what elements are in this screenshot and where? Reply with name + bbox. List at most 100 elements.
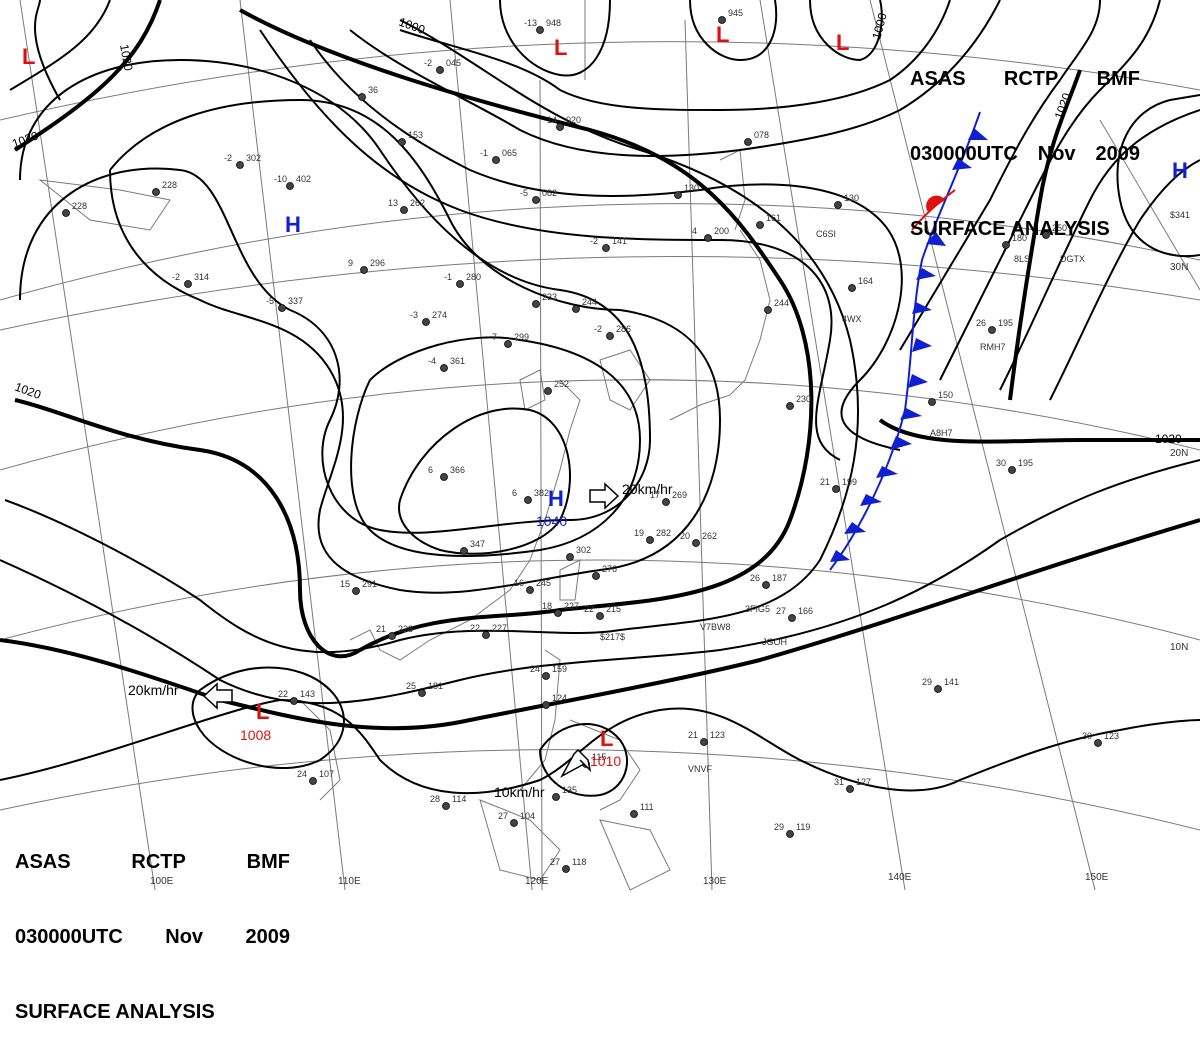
station-circle-icon — [236, 161, 244, 169]
station-pressure: 123 — [710, 730, 725, 740]
station-circle-icon — [360, 266, 368, 274]
station-plot: 195 26 — [976, 318, 1013, 334]
station-pressure: 111 — [640, 802, 654, 812]
station-plot: 118 27 — [550, 857, 586, 873]
lon-label: 140E — [888, 872, 912, 883]
station-plot: 159 24 — [530, 664, 567, 680]
station-temperature: 17 — [650, 490, 660, 500]
station-temperature: -2 — [172, 272, 180, 282]
station-circle-icon — [456, 280, 464, 288]
station-temperature: 6 — [428, 465, 433, 475]
station-temperature: 13 — [388, 198, 398, 208]
station-circle-icon — [440, 364, 448, 372]
station-pressure: 302 — [576, 545, 591, 555]
station-pressure: 199 — [842, 477, 857, 487]
station-plot: 299 7 — [492, 332, 529, 348]
station-pressure: 262 — [410, 198, 425, 208]
station-temperature: 29 — [774, 822, 784, 832]
station-circle-icon — [606, 332, 614, 340]
station-plot: 195 30 — [996, 458, 1033, 474]
high-center-symbol: H — [1172, 158, 1188, 183]
station-plot: 078 — [744, 130, 769, 146]
station-plot: 150 — [928, 390, 953, 406]
station-plot: 948 -13 — [524, 18, 561, 34]
year: 2009 — [1095, 143, 1140, 165]
station-plot: 215 22 — [584, 604, 621, 620]
station-pressure: 382 — [534, 488, 549, 498]
station: RCTP — [1003, 68, 1059, 90]
station-plot: 104 27 — [498, 811, 535, 827]
station-pressure: 166 — [798, 606, 813, 616]
station-plot: 227 22 — [470, 623, 507, 639]
station-temperature: 22 — [584, 604, 594, 614]
station-plot: 250 — [1042, 223, 1067, 239]
high-center-symbol: H — [548, 486, 564, 511]
station-circle-icon — [934, 685, 942, 693]
station-circle-icon — [602, 244, 610, 252]
station-pressure: 262 — [702, 531, 717, 541]
pressure-systems: L L L L H H 1040 H L 1008 L 1010 — [22, 22, 1188, 769]
station-plot: 36 — [358, 85, 378, 101]
lon-label: 100E — [150, 876, 174, 887]
station-plot: 276 — [592, 564, 617, 580]
station-id: A8H7 — [930, 428, 953, 438]
station-plot: 161 — [756, 213, 781, 229]
station-pressure: 948 — [546, 18, 561, 28]
station-circle-icon — [152, 188, 160, 196]
lat-label: 10N — [1170, 642, 1188, 653]
station-pressure: 361 — [450, 356, 465, 366]
station-plot: 141 29 — [922, 677, 959, 693]
station-plot: 302 — [566, 545, 591, 561]
station-circle-icon — [848, 284, 856, 292]
office: BMF — [1096, 68, 1140, 90]
office: BMF — [246, 851, 290, 873]
station-pressure: 143 — [300, 689, 315, 699]
station-circle-icon — [566, 553, 574, 561]
station-plot: 274 -3 — [410, 310, 447, 326]
lon-label: 120E — [525, 876, 549, 887]
station-circle-icon — [388, 632, 396, 640]
station-plot: 153 — [398, 130, 423, 146]
station-pressure: 020 — [566, 115, 581, 125]
station-circle-icon — [352, 587, 360, 595]
station-circle-icon — [562, 865, 570, 873]
station-circle-icon — [184, 280, 192, 288]
station-circle-icon — [290, 697, 298, 705]
station-pressure: 045 — [446, 58, 461, 68]
station-circle-icon — [786, 402, 794, 410]
station-circle-icon — [398, 138, 406, 146]
station-plot: 945 — [718, 8, 743, 24]
station-id: RMH7 — [980, 342, 1006, 352]
station-circle-icon — [1008, 466, 1016, 474]
station-circle-icon — [764, 306, 772, 314]
station-pressure: 291 — [362, 579, 377, 589]
station-temperature: -3 — [410, 310, 418, 320]
station-circle-icon — [536, 26, 544, 34]
station-plot: 262 20 — [680, 531, 717, 547]
station-pressure: 366 — [450, 465, 465, 475]
station-plot: 280 -1 — [444, 272, 481, 288]
movement-speed: 10km/hr — [494, 784, 545, 800]
station-circle-icon — [544, 387, 552, 395]
station-temperature: -2 — [594, 324, 602, 334]
station-pressure: 314 — [194, 272, 209, 282]
lon-label: 110E — [338, 876, 361, 887]
station-plot: 302 -2 — [224, 153, 261, 169]
station-temperature: -1 — [480, 148, 488, 158]
station-circle-icon — [646, 536, 654, 544]
station-id: 4WX — [842, 314, 862, 324]
high-center-symbol: H — [285, 212, 301, 237]
station-pressure: 107 — [319, 769, 334, 779]
station-pressure: 115 — [592, 752, 606, 762]
station-plot: 135 — [552, 785, 577, 801]
year: 2009 — [245, 926, 290, 948]
station-plot: 238 21 — [376, 624, 413, 640]
station-temperature: 21 — [688, 730, 698, 740]
station-pressure: 123 — [1104, 731, 1119, 741]
station-circle-icon — [928, 398, 936, 406]
station-pressure: 215 — [606, 604, 621, 614]
station-plot: 143 22 — [278, 689, 315, 705]
station-temperature: 27 — [550, 857, 560, 867]
station-plot: 166 27 — [776, 606, 813, 622]
station-plot: 262 13 — [388, 198, 425, 214]
